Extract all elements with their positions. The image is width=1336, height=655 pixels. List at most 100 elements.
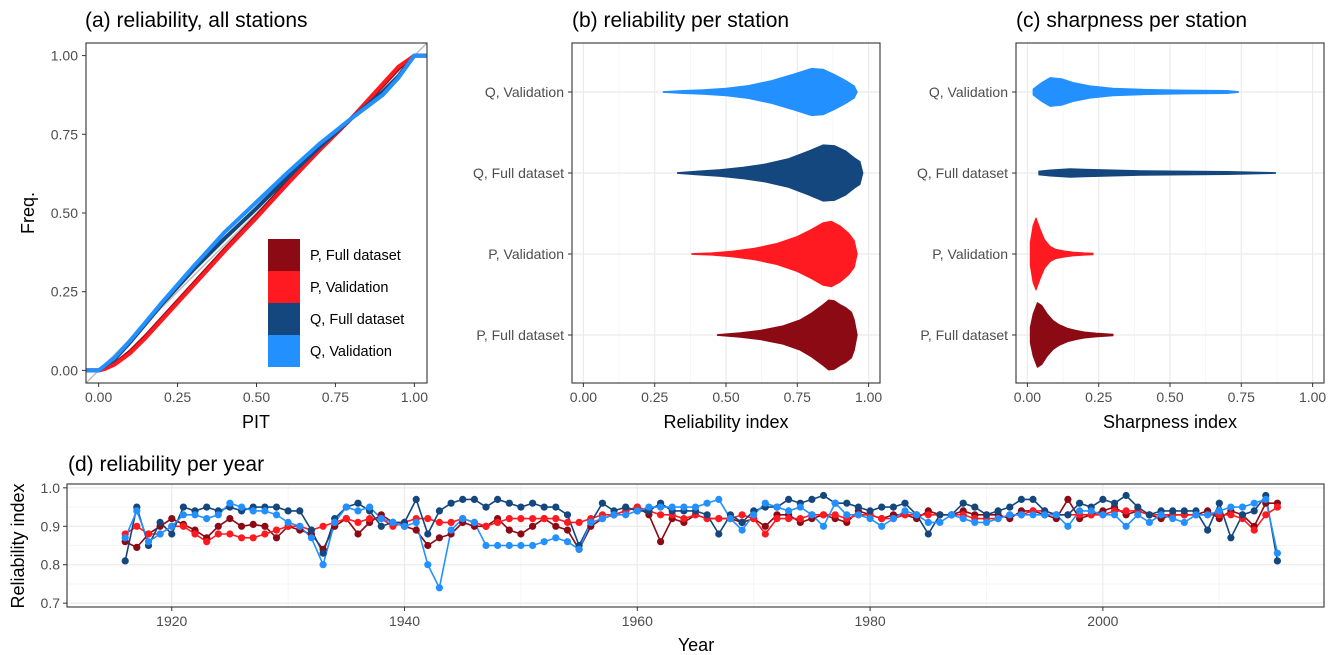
panel-d-point-3: [342, 503, 350, 511]
panel-d-point-1: [505, 515, 513, 523]
panel-d-point-0: [133, 543, 141, 552]
panel-d-point-2: [1064, 511, 1072, 519]
panel-d-point-3: [1204, 511, 1212, 519]
panel-d-point-3: [494, 541, 502, 550]
panel-d-point-3: [1029, 511, 1037, 519]
panel-d-point-1: [1250, 526, 1258, 534]
panel-d-point-2: [1215, 499, 1223, 507]
panel-d-point-0: [563, 526, 572, 534]
panel-d-point-3: [587, 518, 595, 527]
panel-b-violin-1: [691, 220, 858, 288]
panel-c-ytick-label: P, Validation: [932, 246, 1008, 262]
panel-d-point-0: [168, 515, 176, 523]
panel-b-ytick-label: Q, Validation: [485, 84, 564, 100]
panel-d-point-2: [1017, 495, 1025, 503]
panel-d-point-3: [412, 518, 420, 527]
panel-d-point-1: [1122, 507, 1130, 515]
panel-c-xtick-label: 1.00: [1299, 389, 1326, 405]
panel-d-point-3: [284, 518, 292, 527]
panel-d-point-3: [1064, 522, 1072, 530]
panel-d-point-2: [272, 503, 281, 511]
panel-d-point-1: [354, 518, 362, 527]
panel-a-xtick-label: 1.00: [401, 389, 428, 405]
panel-d-point-3: [1076, 507, 1084, 515]
panel-d-point-3: [657, 503, 665, 511]
panel-d-point-3: [773, 503, 781, 511]
panel-d-point-2: [424, 530, 432, 538]
panel-d-point-3: [971, 518, 979, 527]
panel-d-point-2: [1238, 511, 1247, 519]
panel-d-point-3: [726, 515, 735, 523]
panel-d-point-3: [843, 511, 851, 519]
panel-d-ytick-label: 0.8: [41, 557, 61, 573]
panel-b-violin-2: [677, 144, 864, 202]
panel-d-point-3: [668, 503, 676, 511]
panel-d-point-3: [750, 511, 758, 519]
panel-d-point-1: [214, 530, 222, 538]
panel-d-point-2: [1180, 507, 1188, 515]
panel-d-point-1: [785, 515, 793, 523]
panel-c-title: (c) sharpness per station: [1016, 9, 1247, 32]
panel-d-point-2: [319, 549, 327, 557]
panel-d-point-3: [1227, 503, 1235, 511]
panel-c-ytick-label: Q, Full dataset: [917, 165, 1008, 181]
panel-a-xlabel: PIT: [242, 412, 270, 432]
panel-d-point-2: [959, 499, 967, 507]
panel-d-xtick-label: 2000: [1087, 613, 1118, 629]
panel-d-point-3: [296, 522, 304, 530]
panel-d-point-2: [889, 503, 898, 511]
panel-d-point-3: [1041, 511, 1049, 519]
panel-d-point-2: [598, 499, 607, 507]
panel-d-point-2: [470, 495, 478, 503]
panel-d-point-0: [657, 538, 665, 546]
panel-d-point-2: [447, 499, 455, 507]
legend-key-0: [268, 239, 300, 271]
panel-d-point-1: [831, 511, 839, 519]
panel-d-point-3: [1180, 518, 1188, 527]
panel-d-ytick-label: 1.0: [41, 480, 61, 496]
panel-d-line-3: [124, 498, 1279, 591]
panel-c-violin-3: [1032, 77, 1239, 107]
panel-d-point-3: [331, 518, 339, 527]
legend-label-2: Q, Full dataset: [310, 312, 404, 328]
panel-d-point-3: [889, 515, 898, 523]
panel-d-point-2: [994, 507, 1002, 515]
panel-d-point-3: [552, 534, 560, 542]
panel-d-point-2: [1110, 499, 1119, 507]
panel-d-point-2: [1122, 491, 1130, 500]
panel-d-point-3: [796, 503, 804, 511]
panel-d-point-2: [854, 503, 863, 511]
panel-d-point-1: [366, 515, 374, 523]
panel-d-point-2: [1204, 526, 1212, 534]
panel-d-point-1: [796, 515, 804, 523]
panel-d-point-3: [389, 518, 397, 527]
panel-d-point-2: [552, 503, 560, 511]
panel-d-point-2: [494, 495, 502, 503]
panel-d-ylabel: Reliability index: [8, 483, 28, 608]
panel-d-point-1: [133, 522, 141, 530]
panel-d-point-2: [936, 511, 944, 519]
panel-d-point-3: [540, 538, 548, 546]
panel-d-point-2: [1145, 511, 1153, 519]
panel-d-point-2: [459, 495, 467, 503]
panel-c-violin-0: [1029, 302, 1114, 368]
panel-d-point-1: [494, 518, 502, 527]
panel-d-point-3: [238, 503, 246, 511]
panel-d-point-3: [901, 507, 909, 515]
legend-label-0: P, Full dataset: [310, 248, 401, 264]
panel-a-title: (a) reliability, all stations: [85, 9, 308, 32]
panel-b-xtick-label: 0.25: [641, 389, 668, 405]
panel-d-point-1: [238, 534, 246, 542]
panel-d-point-2: [168, 530, 176, 538]
panel-d-point-3: [808, 511, 816, 519]
panel-d-point-3: [1262, 495, 1270, 503]
panel-d-point-3: [435, 584, 443, 592]
panel-d-point-1: [447, 518, 455, 527]
panel-d-point-3: [377, 515, 385, 523]
panel-d-point-2: [435, 507, 443, 515]
panel-d-point-2: [121, 557, 129, 565]
panel-d-point-2: [878, 503, 886, 511]
panel-d-point-2: [622, 503, 630, 511]
panel-d-point-2: [412, 495, 420, 503]
